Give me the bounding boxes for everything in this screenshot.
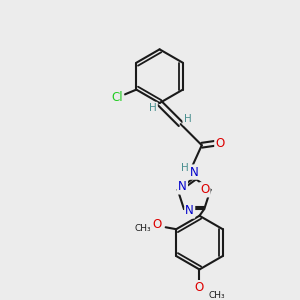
Text: H: H (181, 163, 188, 173)
Text: CH₃: CH₃ (134, 224, 151, 233)
Text: H: H (149, 103, 157, 113)
Text: O: O (195, 281, 204, 294)
Text: O: O (215, 137, 225, 150)
Text: N: N (178, 180, 187, 194)
Text: O: O (152, 218, 162, 231)
Text: N: N (185, 205, 194, 218)
Text: N: N (190, 166, 199, 178)
Text: Cl: Cl (111, 91, 123, 104)
Text: CH₃: CH₃ (208, 291, 225, 300)
Text: H: H (184, 114, 191, 124)
Text: O: O (200, 183, 209, 196)
